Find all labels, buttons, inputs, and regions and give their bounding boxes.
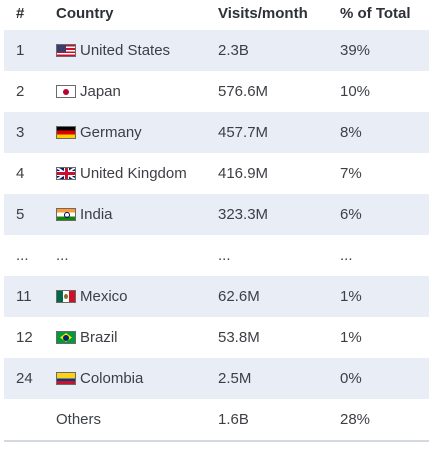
de-flag-icon bbox=[56, 126, 76, 139]
country-cell: Colombia bbox=[56, 358, 143, 399]
rank-cell: 2 bbox=[16, 83, 25, 100]
share-cell: 39% bbox=[340, 42, 371, 59]
country-cell: Brazil bbox=[56, 317, 118, 358]
visits-cell: 323.3M bbox=[218, 206, 269, 223]
rank-cell: 4 bbox=[16, 165, 25, 182]
table-row: 4 United Kingdom 416.9M 7% bbox=[4, 153, 429, 194]
share-cell: 1% bbox=[340, 288, 362, 305]
rank-cell: 11 bbox=[16, 288, 32, 305]
visits-cell: 416.9M bbox=[218, 165, 269, 182]
country-cell: United States bbox=[56, 30, 170, 71]
table-row-ellipsis: ... ... ... ... bbox=[4, 235, 429, 276]
mx-flag-icon bbox=[56, 290, 76, 303]
table-row: 11 Mexico 62.6M 1% bbox=[4, 276, 429, 317]
share-cell: 6% bbox=[340, 206, 362, 223]
visits-cell: ... bbox=[218, 247, 231, 264]
country-name: Colombia bbox=[80, 370, 144, 387]
table-row: 24 Colombia 2.5M 0% bbox=[4, 358, 429, 399]
country-name: Germany bbox=[80, 124, 142, 141]
rank-cell: 1 bbox=[16, 42, 25, 59]
country-cell: Germany bbox=[56, 112, 142, 153]
country-name: Japan bbox=[80, 83, 121, 100]
co-flag-icon bbox=[56, 372, 76, 385]
visits-cell: 1.6B bbox=[218, 411, 249, 428]
share-cell: 0% bbox=[340, 370, 362, 387]
country-cell: India bbox=[56, 194, 113, 235]
us-flag-icon bbox=[56, 44, 76, 57]
table-row: 3 Germany 457.7M 8% bbox=[4, 112, 429, 153]
share-cell: 8% bbox=[340, 124, 362, 141]
country-cell: United Kingdom bbox=[56, 153, 187, 194]
country-cell: ... bbox=[56, 247, 69, 264]
table-row: 12 Brazil 53.8M 1% bbox=[4, 317, 429, 358]
visits-cell: 576.6M bbox=[218, 83, 269, 100]
visits-cell: 457.7M bbox=[218, 124, 269, 141]
country-name: India bbox=[80, 206, 113, 223]
jp-flag-icon bbox=[56, 85, 76, 98]
country-cell: Others bbox=[56, 411, 102, 428]
uk-flag-icon bbox=[56, 167, 76, 180]
header-share: % of Total bbox=[340, 5, 411, 22]
visits-cell: 53.8M bbox=[218, 329, 260, 346]
rank-cell: 24 bbox=[16, 370, 33, 387]
share-cell: ... bbox=[340, 247, 353, 264]
rank-cell: 5 bbox=[16, 206, 25, 223]
table-row: 5 India 323.3M 6% bbox=[4, 194, 429, 235]
header-country: Country bbox=[56, 5, 114, 22]
country-name: Mexico bbox=[80, 288, 128, 305]
share-cell: 28% bbox=[340, 411, 371, 428]
rank-cell: 12 bbox=[16, 329, 33, 346]
traffic-by-country-table: # Country Visits/month % of Total 1 Unit… bbox=[0, 0, 442, 442]
country-name: United States bbox=[80, 42, 171, 59]
in-flag-icon bbox=[56, 208, 76, 221]
table-header-row: # Country Visits/month % of Total bbox=[4, 0, 429, 30]
share-cell: 1% bbox=[340, 329, 362, 346]
rank-cell: ... bbox=[16, 247, 29, 264]
header-visits: Visits/month bbox=[218, 5, 308, 22]
table-row-others: Others 1.6B 28% bbox=[4, 399, 429, 442]
share-cell: 10% bbox=[340, 83, 371, 100]
header-rank: # bbox=[16, 5, 25, 22]
visits-cell: 62.6M bbox=[218, 288, 260, 305]
table-row: 1 United States 2.3B 39% bbox=[4, 30, 429, 71]
country-cell: Mexico bbox=[56, 276, 128, 317]
visits-cell: 2.5M bbox=[218, 370, 252, 387]
country-cell: Japan bbox=[56, 71, 121, 112]
visits-cell: 2.3B bbox=[218, 42, 249, 59]
br-flag-icon bbox=[56, 331, 76, 344]
share-cell: 7% bbox=[340, 165, 362, 182]
country-name: United Kingdom bbox=[80, 165, 187, 182]
rank-cell: 3 bbox=[16, 124, 25, 141]
country-name: Brazil bbox=[80, 329, 118, 346]
table-row: 2 Japan 576.6M 10% bbox=[4, 71, 429, 112]
